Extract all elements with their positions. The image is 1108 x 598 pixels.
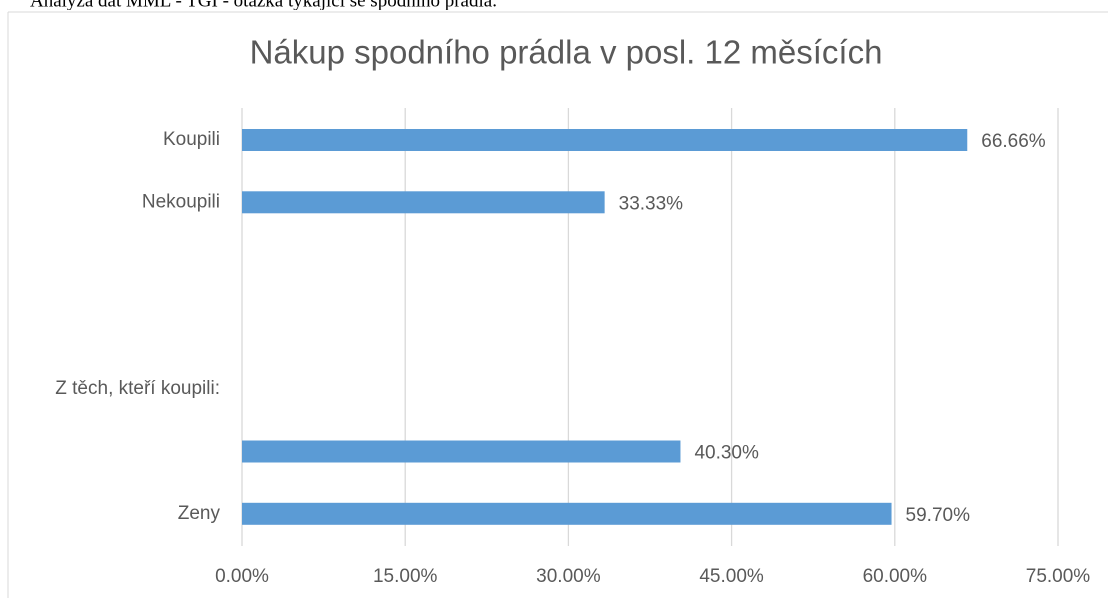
value-label: 66.66% bbox=[981, 131, 1046, 152]
chart-title: Nákup spodního prádla v posl. 12 měsícíc… bbox=[250, 34, 883, 71]
bar bbox=[242, 502, 892, 525]
y-tick-label: Nekoupili bbox=[142, 191, 220, 212]
x-tick-label: 75.00% bbox=[1026, 566, 1091, 587]
y-tick-label: Zeny bbox=[178, 503, 221, 524]
bar bbox=[242, 440, 681, 463]
value-label: 40.30% bbox=[694, 443, 759, 464]
x-tick-label: 0.00% bbox=[215, 566, 269, 587]
caption: Analýza dat MML - TGI - otázka týkající … bbox=[30, 0, 497, 11]
bar bbox=[242, 191, 605, 214]
bar bbox=[242, 129, 968, 151]
y-tick-label: Koupili bbox=[163, 129, 220, 150]
chart-area bbox=[0, 10, 1108, 598]
y-tick-label: Z těch, kteří koupili: bbox=[55, 378, 220, 399]
x-tick-label: 30.00% bbox=[536, 566, 601, 587]
x-tick-label: 15.00% bbox=[373, 566, 438, 587]
value-label: 59.70% bbox=[906, 505, 971, 526]
value-label: 33.33% bbox=[619, 193, 684, 214]
x-tick-label: 45.00% bbox=[699, 566, 764, 587]
x-tick-label: 60.00% bbox=[863, 566, 928, 587]
